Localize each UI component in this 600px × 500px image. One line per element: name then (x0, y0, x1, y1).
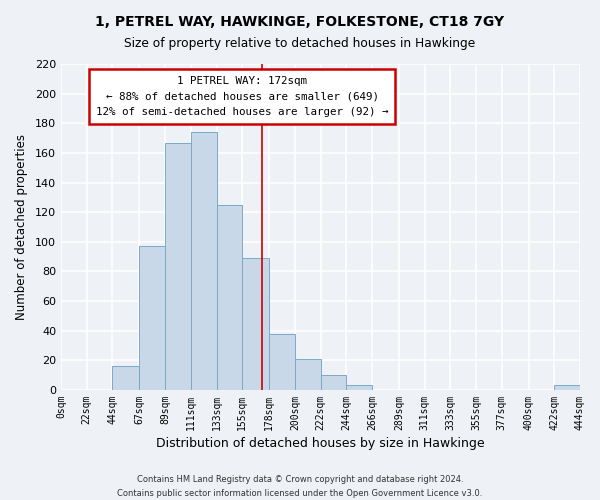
Text: 1, PETREL WAY, HAWKINGE, FOLKESTONE, CT18 7GY: 1, PETREL WAY, HAWKINGE, FOLKESTONE, CT1… (95, 15, 505, 29)
Text: Contains HM Land Registry data © Crown copyright and database right 2024.
Contai: Contains HM Land Registry data © Crown c… (118, 476, 482, 498)
Bar (269, 334, 295, 390)
Bar (295, 359, 320, 390)
Bar (554, 386, 580, 390)
Bar (242, 258, 269, 390)
Y-axis label: Number of detached properties: Number of detached properties (15, 134, 28, 320)
Bar (320, 375, 346, 390)
Bar (112, 366, 139, 390)
X-axis label: Distribution of detached houses by size in Hawkinge: Distribution of detached houses by size … (156, 437, 485, 450)
Text: 1 PETREL WAY: 172sqm
← 88% of detached houses are smaller (649)
12% of semi-deta: 1 PETREL WAY: 172sqm ← 88% of detached h… (96, 76, 388, 117)
Bar (217, 204, 242, 390)
Bar (165, 142, 191, 390)
Text: Size of property relative to detached houses in Hawkinge: Size of property relative to detached ho… (124, 38, 476, 51)
Bar (346, 386, 372, 390)
Bar (139, 246, 165, 390)
Bar (191, 132, 217, 390)
